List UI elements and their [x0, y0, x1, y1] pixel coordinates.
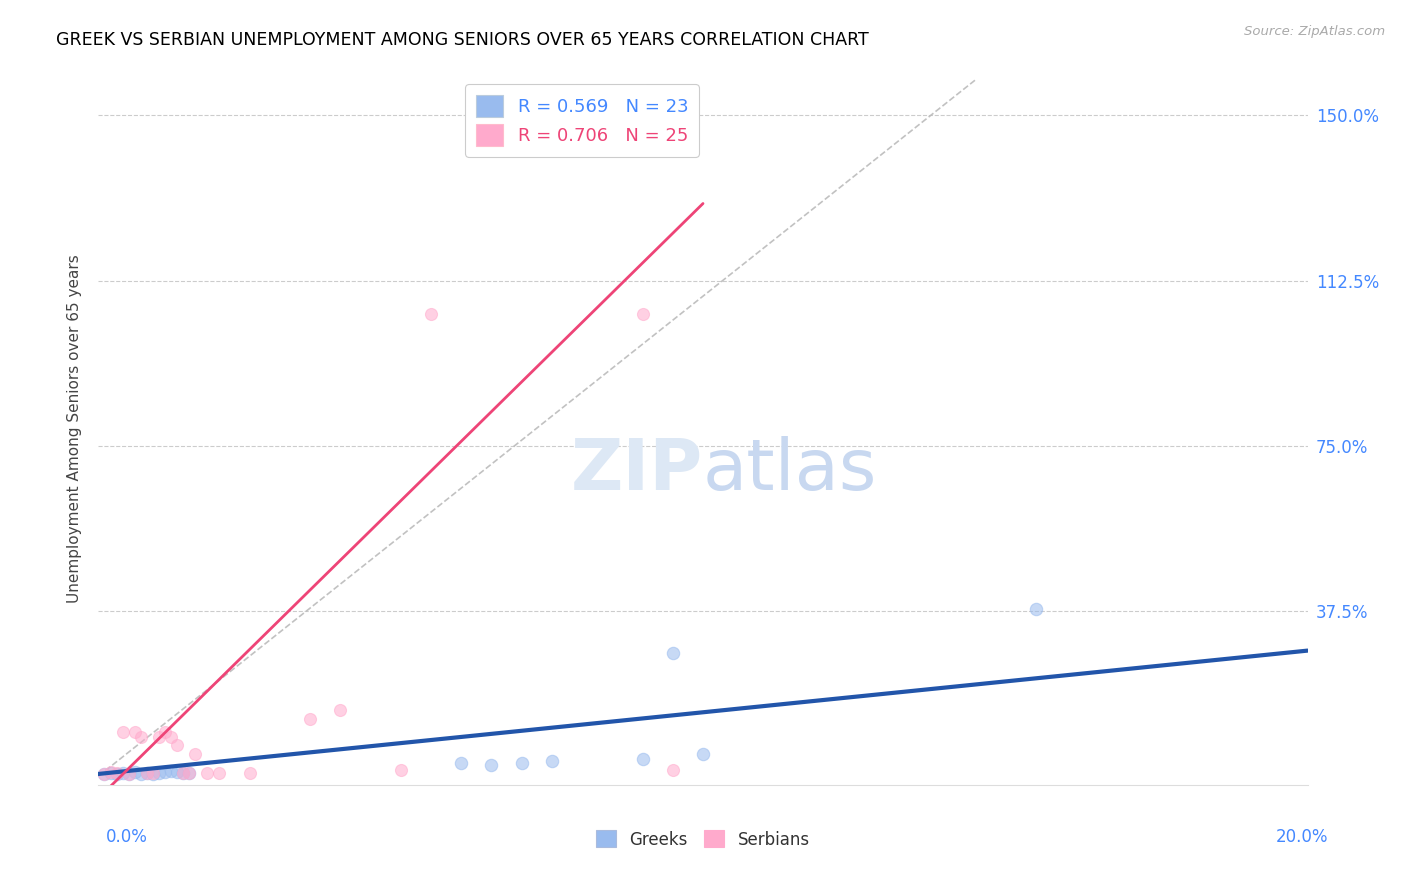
Point: [160, 764, 183, 778]
Point: [100, 764, 122, 779]
Point: [166, 739, 188, 753]
Point: [1024, 601, 1046, 615]
Point: [124, 764, 146, 779]
Point: [160, 730, 183, 744]
Point: [148, 766, 170, 780]
Text: GREEK VS SERBIAN UNEMPLOYMENT AMONG SENIORS OVER 65 YEARS CORRELATION CHART: GREEK VS SERBIAN UNEMPLOYMENT AMONG SENI…: [56, 31, 869, 49]
Point: [93, 767, 115, 781]
Point: [195, 765, 218, 780]
Point: [153, 725, 176, 739]
Point: [510, 756, 533, 770]
Point: [135, 765, 157, 780]
Text: 20.0%: 20.0%: [1277, 828, 1329, 846]
Point: [172, 765, 194, 780]
Point: [93, 767, 115, 781]
Point: [692, 747, 714, 761]
Point: [179, 766, 201, 780]
Point: [389, 763, 412, 777]
Point: [105, 767, 128, 781]
Point: [661, 646, 683, 660]
Y-axis label: Unemployment Among Seniors over 65 years: Unemployment Among Seniors over 65 years: [67, 254, 83, 602]
Point: [208, 765, 231, 780]
Point: [129, 766, 152, 780]
Legend: R = 0.569   N = 23, R = 0.706   N = 25: R = 0.569 N = 23, R = 0.706 N = 25: [465, 84, 699, 157]
Point: [153, 765, 176, 780]
Point: [661, 763, 683, 777]
Point: [124, 725, 146, 739]
Point: [111, 725, 134, 739]
Point: [481, 758, 503, 772]
Point: [105, 765, 128, 780]
Point: [450, 756, 472, 770]
Text: ZIP: ZIP: [571, 436, 703, 506]
Point: [329, 703, 352, 717]
Point: [142, 766, 165, 780]
Point: [111, 766, 134, 780]
Point: [631, 307, 654, 321]
Text: 0.0%: 0.0%: [105, 828, 148, 846]
Text: Source: ZipAtlas.com: Source: ZipAtlas.com: [1244, 25, 1385, 38]
Point: [179, 766, 201, 780]
Point: [100, 765, 122, 780]
Point: [148, 730, 170, 744]
Point: [420, 307, 443, 321]
Point: [129, 730, 152, 744]
Point: [172, 765, 194, 780]
Point: [166, 764, 188, 779]
Point: [540, 754, 562, 768]
Legend: Greeks, Serbians: Greeks, Serbians: [588, 822, 818, 857]
Point: [142, 766, 165, 780]
Point: [631, 751, 654, 765]
Point: [135, 765, 157, 780]
Point: [184, 747, 207, 761]
Point: [239, 765, 262, 780]
Point: [299, 712, 322, 726]
Point: [118, 766, 141, 780]
Point: [118, 766, 141, 780]
Text: atlas: atlas: [703, 436, 877, 506]
